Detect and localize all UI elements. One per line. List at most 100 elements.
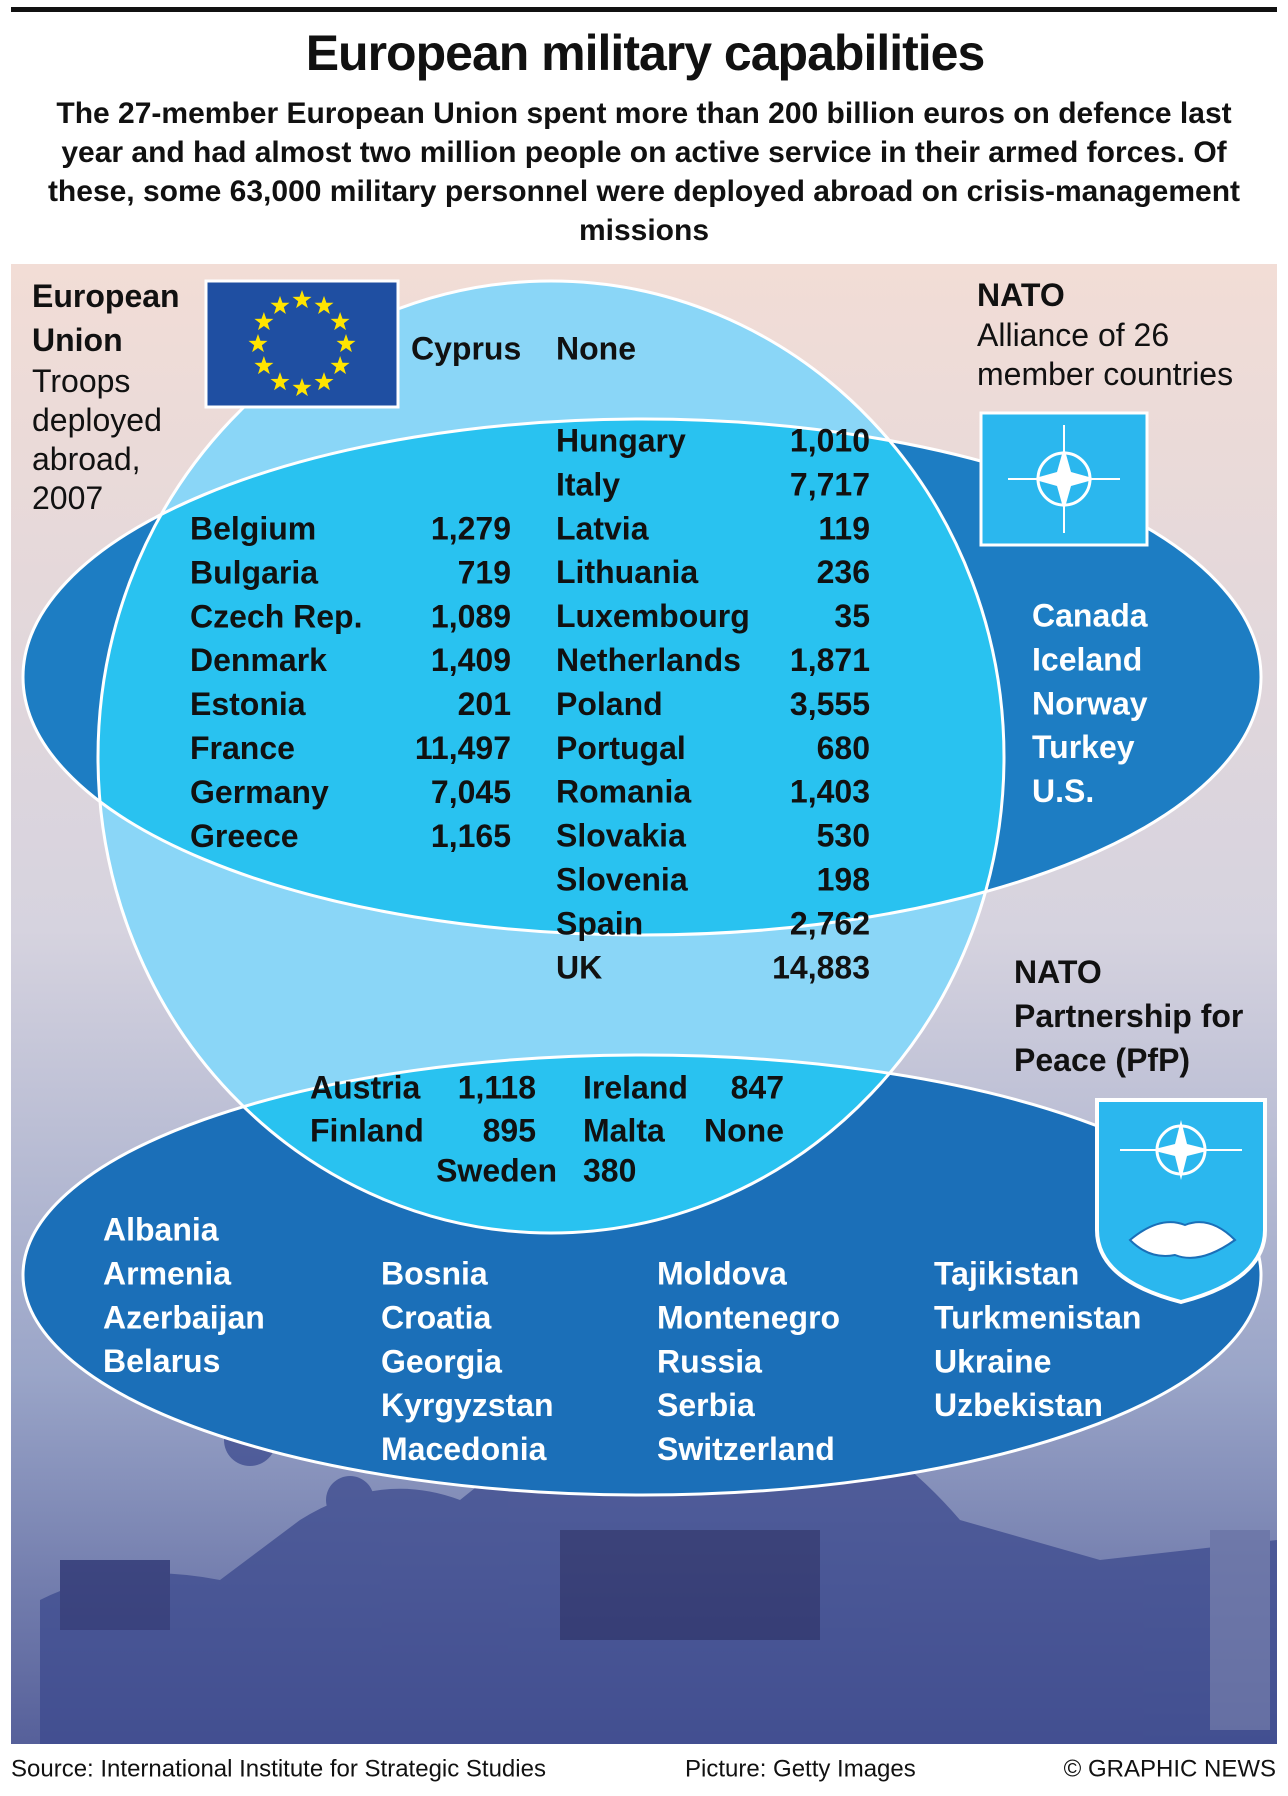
troops: 530 (817, 818, 870, 854)
subtitle: The 27-member European Union spent more … (47, 97, 1241, 247)
country: Georgia (381, 1343, 502, 1379)
eu-label: European Union (32, 278, 180, 358)
top-rule (11, 7, 1277, 12)
star (254, 356, 274, 375)
country: Estonia (190, 686, 306, 722)
star (330, 356, 350, 375)
nato-label: NATO (977, 277, 1065, 313)
troops: 236 (817, 554, 870, 590)
country: Hungary (556, 422, 686, 458)
country: Austria (310, 1069, 420, 1105)
country: Lithuania (556, 554, 698, 590)
country: France (190, 730, 295, 766)
nato-caption: Alliance of 26 member countries (977, 317, 1234, 392)
country: Croatia (381, 1299, 491, 1335)
country: Turkmenistan (934, 1299, 1141, 1335)
star (330, 312, 350, 331)
country: Canada (1032, 597, 1148, 633)
nato-outline (21, 417, 1263, 937)
country: Macedonia (381, 1431, 547, 1467)
country: Netherlands (556, 642, 741, 678)
troops: None (556, 330, 636, 366)
troops: 847 (731, 1069, 784, 1105)
troops: 719 (458, 554, 511, 590)
country: Greece (190, 818, 299, 854)
source: Source: International Institute for Stra… (11, 1755, 546, 1782)
title: European military capabilities (306, 25, 985, 81)
country: Uzbekistan (934, 1387, 1103, 1423)
pfp-shield (1095, 1098, 1267, 1305)
country: Luxembourg (556, 598, 750, 634)
country: Italy (556, 466, 620, 502)
star (336, 334, 356, 353)
eu-circle-outline (96, 279, 1006, 1235)
country: Russia (657, 1343, 762, 1379)
country: Turkey (1032, 729, 1135, 765)
troops: 1,089 (431, 598, 511, 634)
troops: 7,045 (431, 774, 511, 810)
country: Portugal (556, 730, 686, 766)
country: Norway (1032, 685, 1148, 721)
picture-credit: Picture: Getty Images (685, 1755, 916, 1782)
troops: 198 (817, 861, 870, 897)
country: Ireland (583, 1069, 688, 1105)
country: Moldova (657, 1255, 787, 1291)
country: Cyprus (411, 330, 521, 366)
copyright: © GRAPHIC NEWS (1064, 1755, 1276, 1782)
troops: 7,717 (790, 466, 870, 502)
troops: 1,165 (431, 818, 511, 854)
troops: 380 (583, 1152, 636, 1188)
country: U.S. (1032, 773, 1094, 809)
troops: 1,279 (431, 510, 511, 546)
eu-flag (204, 279, 400, 409)
country: Iceland (1032, 641, 1142, 677)
country: Malta (583, 1112, 665, 1148)
country: Slovakia (556, 818, 686, 854)
nato-flag (979, 411, 1149, 547)
pfp-label: NATO Partnership for Peace (PfP) (1014, 954, 1244, 1078)
country: Montenegro (657, 1299, 840, 1335)
troops: 119 (818, 510, 870, 546)
star (314, 372, 334, 391)
country: UK (556, 949, 602, 985)
country: Sweden (436, 1152, 557, 1188)
country: Latvia (556, 510, 649, 546)
troops: 1,403 (790, 774, 870, 810)
troops: 11,497 (415, 730, 511, 766)
country: Romania (556, 774, 691, 810)
troops: 895 (483, 1112, 536, 1148)
troops: 1,409 (431, 642, 511, 678)
star (254, 312, 274, 331)
country: Slovenia (556, 861, 688, 897)
troops: None (704, 1112, 784, 1148)
country: Azerbaijan (103, 1299, 265, 1335)
star (292, 378, 312, 397)
country: Bulgaria (190, 554, 318, 590)
troops: 3,555 (790, 686, 870, 722)
country: Belgium (190, 510, 316, 546)
star (270, 295, 290, 314)
country: Switzerland (657, 1431, 835, 1467)
troops: 201 (458, 686, 511, 722)
troops: 680 (817, 730, 870, 766)
country: Belarus (103, 1343, 220, 1379)
troops: 14,883 (772, 949, 870, 985)
pfp-outline (21, 1053, 1263, 1497)
country: Serbia (657, 1387, 755, 1423)
country: Spain (556, 905, 643, 941)
country: Czech Rep. (190, 598, 362, 634)
troops: 35 (834, 598, 870, 634)
star (314, 295, 334, 314)
star (248, 334, 268, 353)
troops: 1,010 (790, 422, 870, 458)
country: Germany (190, 774, 329, 810)
eu-caption: Troops deployed abroad, 2007 (32, 363, 162, 516)
troops: 2,762 (790, 905, 870, 941)
country: Tajikistan (934, 1255, 1079, 1291)
star (270, 372, 290, 391)
country: Bosnia (381, 1255, 488, 1291)
country: Poland (556, 686, 663, 722)
country: Kyrgyzstan (381, 1387, 554, 1423)
country: Albania (103, 1211, 219, 1247)
